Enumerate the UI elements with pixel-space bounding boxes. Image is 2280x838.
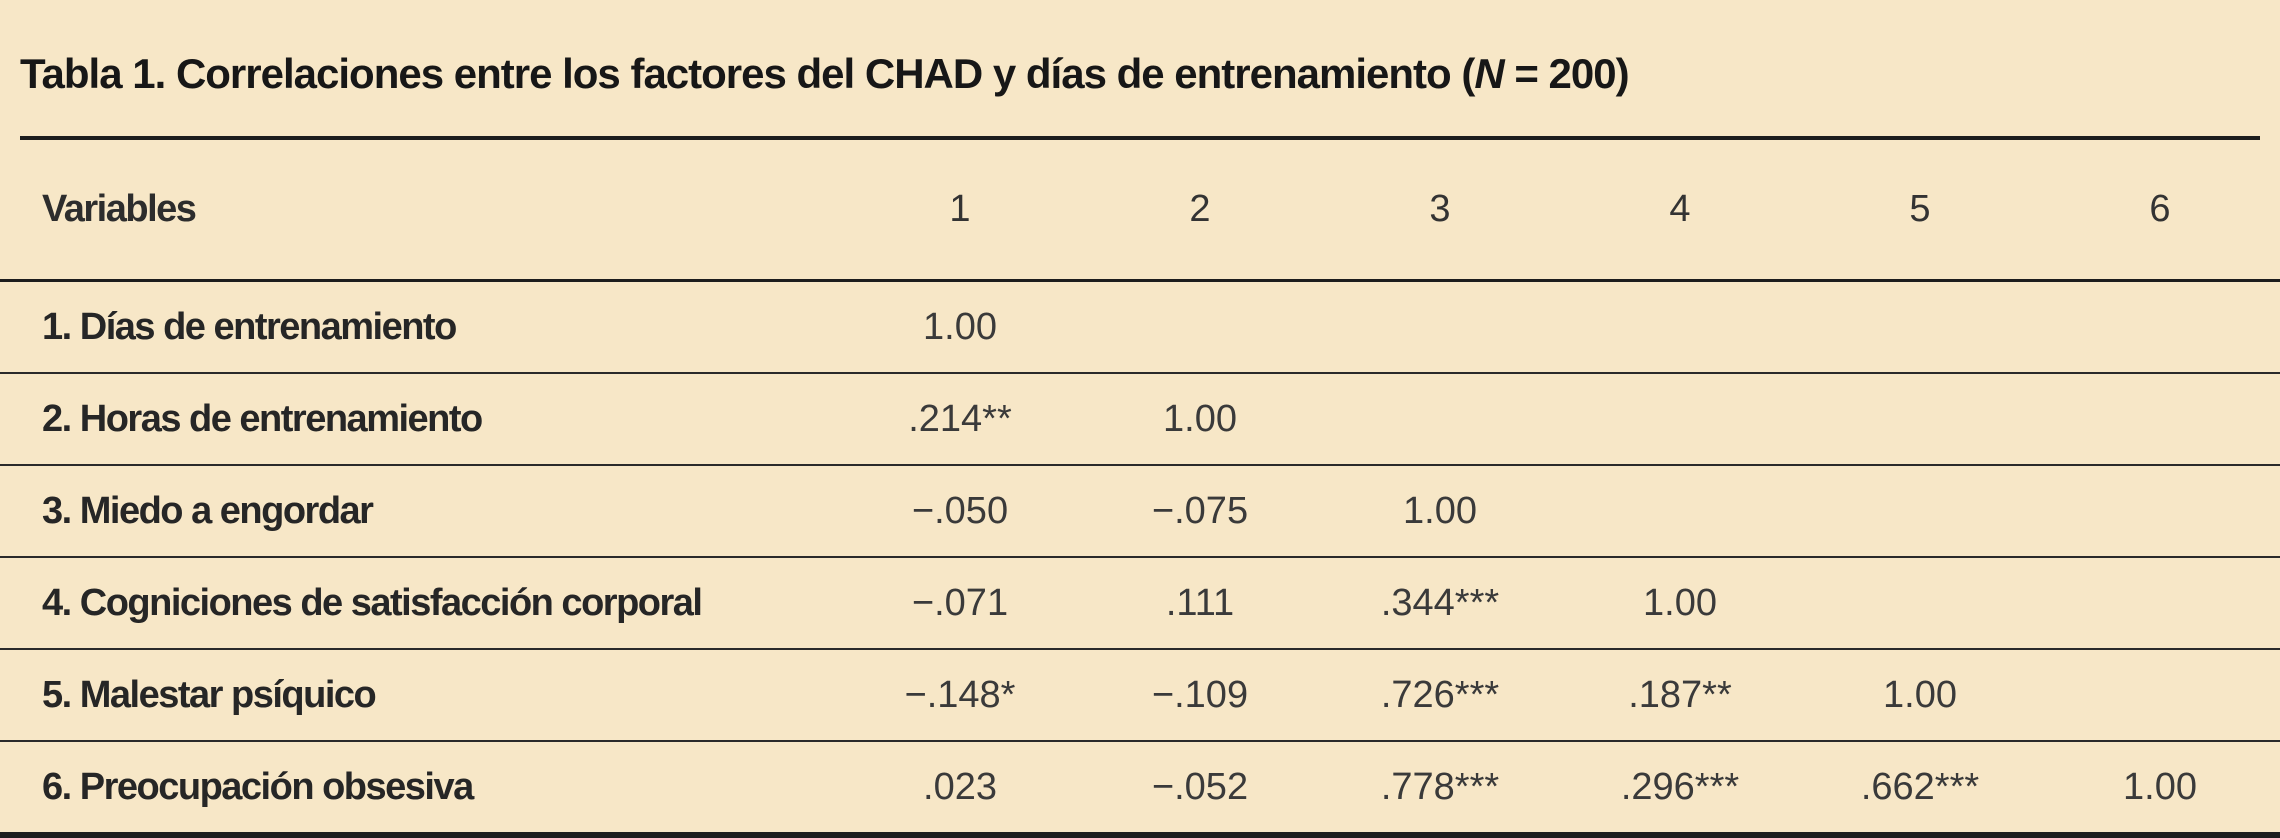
correlation-cell: −.148* — [904, 673, 1016, 716]
table-title: Tabla 1. Correlaciones entre los factore… — [0, 0, 2280, 136]
row-label: 2. Horas de entrenamiento — [42, 397, 483, 440]
table-title-text: Tabla 1. Correlaciones entre los factore… — [20, 50, 1475, 97]
table-row: 6. Preocupación obsesiva .023 −.052 .778… — [0, 742, 2280, 838]
correlation-cell: 1.00 — [1643, 581, 1717, 624]
column-header-variables: Variables — [42, 188, 197, 230]
correlation-cell: .111 — [1165, 581, 1235, 624]
correlation-cell: .214** — [908, 397, 1012, 440]
correlation-cell: 1.00 — [2123, 765, 2197, 808]
row-label: 5. Malestar psíquico — [42, 673, 377, 716]
correlation-cell: .187** — [1628, 673, 1732, 716]
column-header-1: 1 — [949, 188, 971, 230]
title-rule — [20, 136, 2260, 140]
correlation-cell: .778*** — [1380, 765, 1500, 808]
correlation-cell: .023 — [923, 765, 997, 808]
column-header-2: 2 — [1189, 188, 1211, 230]
correlation-cell: −.052 — [1151, 765, 1249, 808]
column-header-4: 4 — [1669, 188, 1691, 230]
column-header-5: 5 — [1909, 188, 1931, 230]
correlation-cell: 1.00 — [1403, 489, 1477, 532]
row-label: 1. Días de entrenamiento — [42, 305, 457, 348]
row-label: 4. Cogniciones de satisfacción corporal — [42, 581, 703, 624]
row-label: 6. Preocupación obsesiva — [42, 765, 474, 808]
table-title-suffix: = 200) — [1503, 50, 1629, 97]
table-row: 2. Horas de entrenamiento .214** 1.00 — [0, 374, 2280, 466]
correlation-cell: −.071 — [911, 581, 1009, 624]
correlation-cell: 1.00 — [1163, 397, 1237, 440]
correlation-cell: −.050 — [911, 489, 1009, 532]
correlation-cell: .726*** — [1380, 673, 1500, 716]
correlation-cell: .296*** — [1620, 765, 1740, 808]
table-row: 1. Días de entrenamiento 1.00 — [0, 282, 2280, 374]
table-title-n-italic: N — [1474, 50, 1504, 97]
correlation-cell: .662*** — [1860, 765, 1980, 808]
correlation-cell: .344*** — [1380, 581, 1500, 624]
correlation-cell: −.075 — [1151, 489, 1249, 532]
column-header-6: 6 — [2149, 188, 2171, 230]
table-row: 5. Malestar psíquico −.148* −.109 .726**… — [0, 650, 2280, 742]
table-row: 3. Miedo a engordar −.050 −.075 1.00 — [0, 466, 2280, 558]
correlation-cell: 1.00 — [1883, 673, 1957, 716]
column-header-3: 3 — [1429, 188, 1451, 230]
correlation-cell: 1.00 — [923, 305, 997, 348]
table-header-row: Variables 1 2 3 4 5 6 — [0, 140, 2280, 282]
row-label: 3. Miedo a engordar — [42, 489, 374, 532]
table-row: 4. Cogniciones de satisfacción corporal … — [0, 558, 2280, 650]
correlation-cell: −.109 — [1151, 673, 1249, 716]
